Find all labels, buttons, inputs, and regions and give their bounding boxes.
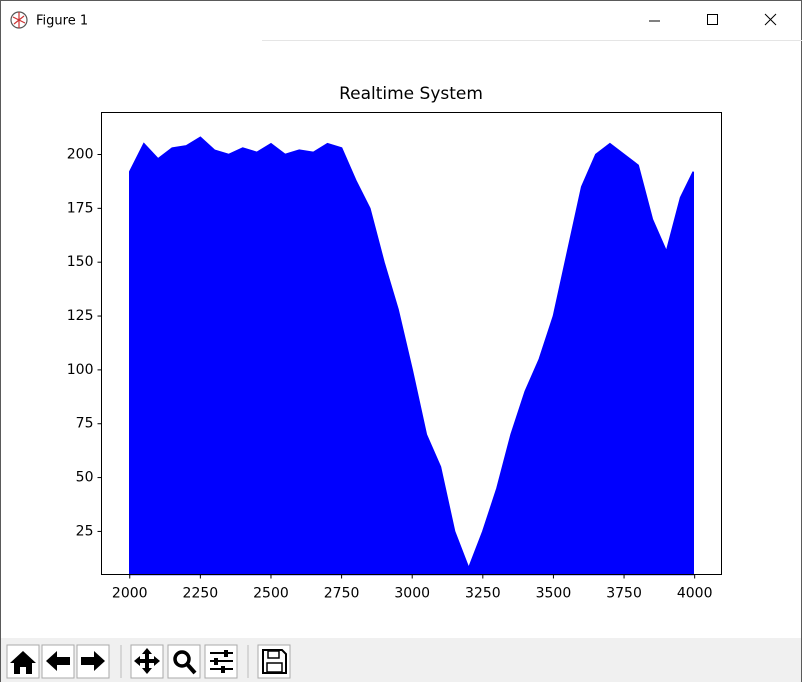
chart-title: Realtime System xyxy=(339,84,483,104)
x-tick-label: 3500 xyxy=(536,586,572,602)
y-tick-label: 25 xyxy=(76,523,94,539)
toolbar xyxy=(1,638,801,682)
app-icon-rays xyxy=(12,12,26,28)
x-tick-label: 2250 xyxy=(183,586,219,602)
y-tick-label: 150 xyxy=(67,254,94,270)
y-tick-label: 75 xyxy=(76,416,94,432)
close-button[interactable] xyxy=(764,13,777,26)
save-button[interactable] xyxy=(257,644,291,679)
y-tick-label: 175 xyxy=(67,200,94,216)
x-tick-label: 2500 xyxy=(253,586,289,602)
x-tick-label: 4000 xyxy=(677,586,713,602)
x-tick-label: 3000 xyxy=(394,586,430,602)
y-tick-label: 50 xyxy=(76,470,94,486)
y-tick-label: 125 xyxy=(67,308,94,324)
back-button[interactable] xyxy=(41,644,75,679)
title-bar: Figure 1 xyxy=(10,11,802,41)
x-tick-label: 3750 xyxy=(606,586,642,602)
home-button[interactable] xyxy=(6,644,40,679)
pan-button[interactable] xyxy=(130,644,164,679)
maximize-button[interactable] xyxy=(707,14,718,25)
area xyxy=(129,136,694,576)
configure-button[interactable] xyxy=(204,644,238,679)
y-tick-label: 100 xyxy=(67,362,94,378)
plot: 2000 2250 2500 2750 3000 3250 3500 3750 4000 25 50… xyxy=(67,136,713,602)
x-tick-label: 2750 xyxy=(324,586,360,602)
y-tick-label: 200 xyxy=(67,147,94,163)
window-title: Figure 1 xyxy=(36,14,88,29)
axes-frame xyxy=(101,112,722,575)
x-tick-label: 2000 xyxy=(112,586,148,602)
x-tick-label: 3250 xyxy=(465,586,501,602)
forward-button[interactable] xyxy=(76,644,110,679)
zoom-button[interactable] xyxy=(167,644,201,679)
